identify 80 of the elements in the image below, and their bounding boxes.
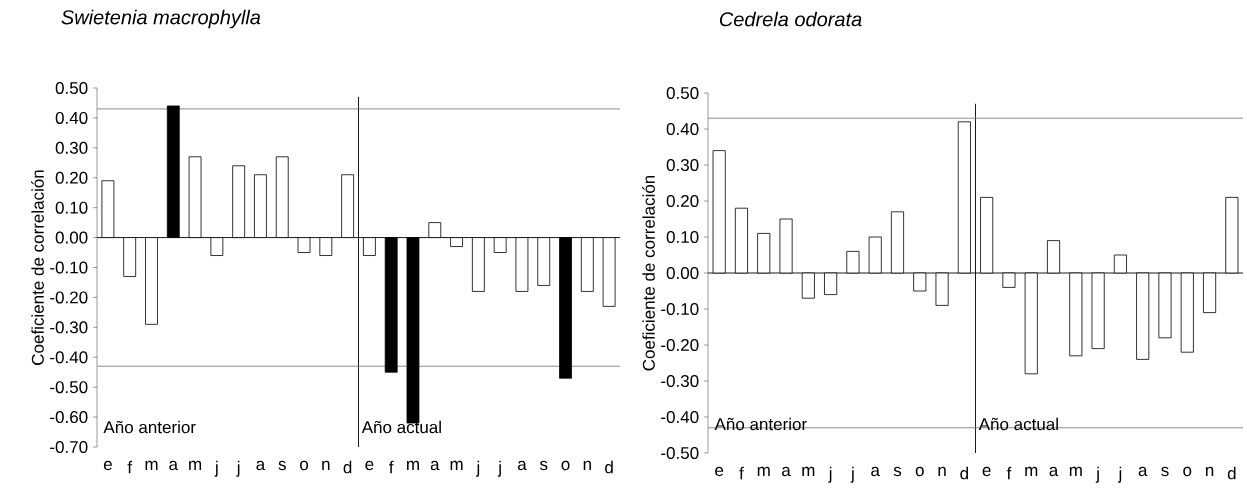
- x-tick-label: a: [430, 460, 440, 470]
- x-tick-label: m: [189, 460, 202, 470]
- x-tick-label: a: [1138, 466, 1148, 476]
- x-tick-label: a: [782, 466, 791, 476]
- x-tick-label: j: [1118, 466, 1122, 483]
- y-tick-label: 0.20: [666, 194, 699, 207]
- y-tick-label: 0.30: [666, 158, 699, 171]
- y-tick-label: 0.50: [55, 81, 88, 94]
- annotation: Año actual: [361, 420, 441, 434]
- chart-title: Cedrela odorata: [719, 11, 862, 27]
- x-tick-label: f: [739, 466, 744, 479]
- y-tick-label: 0.20: [55, 171, 88, 184]
- y-tick-label: 0.10: [666, 230, 699, 243]
- x-tick-label: a: [256, 460, 266, 470]
- x-tick-label: o: [915, 466, 924, 476]
- x-tick-label: o: [300, 460, 309, 470]
- y-tick-label: -0.10: [50, 261, 88, 274]
- x-tick-label: n: [1205, 466, 1214, 476]
- x-tick-label: e: [982, 466, 991, 476]
- x-tick-label: j: [828, 466, 832, 483]
- y-tick-label: 0.00: [55, 231, 88, 244]
- y-tick-label: -0.40: [661, 410, 699, 423]
- x-tick-label: e: [103, 460, 112, 470]
- x-tick-label: d: [1227, 466, 1236, 480]
- x-tick-label: j: [236, 460, 240, 477]
- x-tick-label: j: [497, 460, 501, 477]
- x-tick-label: j: [1095, 466, 1099, 483]
- x-tick-label: m: [1069, 466, 1082, 476]
- y-tick-label: 0.00: [666, 266, 699, 279]
- annotation: Año actual: [978, 417, 1058, 431]
- y-tick-label: -0.30: [661, 374, 699, 387]
- x-tick-label: d: [960, 466, 968, 480]
- x-tick-label: n: [583, 460, 591, 470]
- y-tick-label: -0.70: [50, 440, 88, 453]
- y-tick-label: -0.10: [661, 302, 699, 315]
- y-tick-label: 0.30: [55, 141, 88, 154]
- x-tick-label: m: [1025, 466, 1038, 476]
- x-tick-label: f: [389, 460, 394, 473]
- x-tick-label: m: [145, 460, 158, 470]
- y-tick-label: 0.10: [55, 201, 88, 214]
- y-tick-label: 0.50: [666, 86, 699, 99]
- x-tick-label: j: [850, 466, 854, 483]
- x-tick-label: a: [169, 460, 178, 470]
- annotation: Año anterior: [103, 420, 196, 434]
- x-tick-label: j: [476, 460, 480, 477]
- y-axis-title: Coeficiente de correlación: [642, 175, 655, 371]
- x-tick-label: e: [365, 460, 374, 470]
- x-tick-label: d: [605, 460, 613, 474]
- x-tick-label: o: [561, 460, 570, 470]
- y-tick-label: -0.30: [50, 321, 88, 334]
- x-tick-label: a: [871, 466, 880, 476]
- x-tick-label: m: [757, 466, 770, 476]
- x-tick-label: a: [1049, 466, 1059, 476]
- x-tick-label: o: [1183, 466, 1192, 476]
- x-tick-label: m: [407, 460, 419, 470]
- x-tick-label: a: [517, 460, 527, 470]
- y-tick-label: -0.60: [50, 410, 88, 423]
- y-tick-label: -0.40: [50, 351, 88, 364]
- x-tick-label: f: [127, 460, 133, 473]
- x-tick-label: m: [450, 460, 463, 470]
- annotation: Año anterior: [714, 417, 807, 431]
- x-tick-label: n: [938, 466, 946, 476]
- chart-title: Swietenia macrophylla: [61, 9, 261, 29]
- x-tick-label: s: [278, 460, 286, 470]
- x-tick-label: e: [715, 466, 724, 476]
- y-tick-label: 0.40: [666, 122, 699, 135]
- y-axis-title: Coeficiente de correlación: [31, 170, 44, 365]
- y-tick-label: -0.50: [661, 446, 699, 459]
- y-tick-label: -0.20: [661, 338, 699, 351]
- y-tick-label: -0.20: [50, 291, 88, 304]
- x-tick-label: m: [802, 466, 815, 476]
- y-tick-label: -0.50: [50, 380, 88, 393]
- x-tick-label: d: [343, 460, 352, 474]
- x-tick-label: s: [1161, 466, 1169, 476]
- x-tick-label: s: [539, 460, 548, 470]
- x-tick-label: f: [1006, 466, 1012, 479]
- x-tick-label: n: [322, 460, 330, 470]
- x-tick-label: s: [893, 466, 902, 476]
- x-tick-label: j: [214, 460, 218, 477]
- y-tick-label: 0.40: [55, 111, 88, 124]
